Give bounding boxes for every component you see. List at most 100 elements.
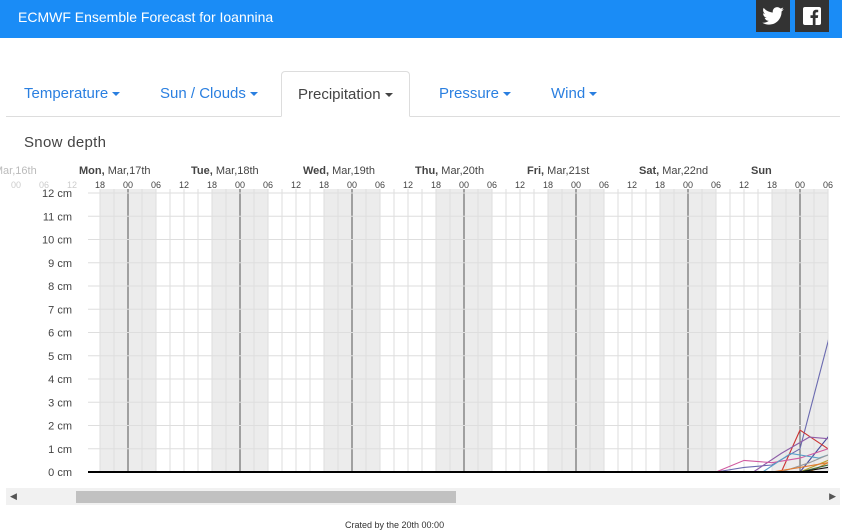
top-bar: ECMWF Ensemble Forecast for Ioannina [0, 0, 842, 38]
caret-down-icon [503, 92, 512, 97]
tab-wind[interactable]: Wind [551, 71, 598, 117]
day-label: Thu, Mar,20th [415, 165, 484, 177]
hour-label: 18 [431, 180, 441, 190]
day-of-week: Mon, [79, 165, 108, 177]
hour-label: 06 [39, 180, 49, 190]
series-line [771, 462, 828, 473]
hour-label: 00 [347, 180, 357, 190]
y-tick-label: 12 cm [42, 188, 72, 200]
y-tick-label: 10 cm [42, 235, 72, 247]
hour-label: 00 [123, 180, 133, 190]
hour-label: 18 [319, 180, 329, 190]
day-date: Mar,21st [547, 165, 589, 177]
series-line [780, 429, 828, 473]
day-date: Mar,19th [332, 165, 375, 177]
day-label: Sun [751, 165, 772, 177]
hour-label: 12 [627, 180, 637, 190]
horizontal-scrollbar[interactable]: ◀ ▶ [6, 488, 840, 505]
chart-title: Snow depth [24, 134, 107, 151]
caret-down-icon [589, 92, 598, 97]
twitter-button[interactable] [756, 0, 790, 32]
day-date: Mar,18th [216, 165, 259, 177]
hour-label: 18 [543, 180, 553, 190]
y-tick-label: 8 cm [48, 281, 72, 293]
day-label: Sun, Mar,16th [0, 165, 37, 177]
y-tick-label: 11 cm [43, 211, 72, 223]
hour-label: 00 [235, 180, 245, 190]
series-line [762, 452, 828, 473]
day-of-week: Thu, [415, 165, 441, 177]
day-date: Mar,22nd [662, 165, 708, 177]
day-of-week: Fri, [527, 165, 547, 177]
hour-label: 18 [207, 180, 217, 190]
hour-label: 00 [11, 180, 21, 190]
y-tick-label: 3 cm [48, 397, 72, 409]
day-label: Mon, Mar,17th [79, 165, 151, 177]
y-tick-label: 1 cm [48, 444, 72, 456]
tab-label: Sun / Clouds [160, 85, 246, 102]
day-label: Wed, Mar,19th [303, 165, 375, 177]
hour-label: 18 [655, 180, 665, 190]
y-tick-label: 6 cm [48, 328, 72, 340]
series-line [781, 454, 828, 473]
tab-pressure[interactable]: Pressure [439, 71, 512, 117]
hour-label: 00 [795, 180, 805, 190]
hour-label: 12 [739, 180, 749, 190]
hour-label: 18 [767, 180, 777, 190]
tab-label: Temperature [24, 85, 109, 102]
day-of-week: Sat, [639, 165, 662, 177]
hour-label: 12 [403, 180, 413, 190]
scroll-left-icon[interactable]: ◀ [10, 491, 17, 501]
hour-label: 06 [599, 180, 609, 190]
page-title: ECMWF Ensemble Forecast for Ioannina [18, 9, 274, 25]
hour-label: 06 [711, 180, 721, 190]
facebook-icon [803, 7, 821, 25]
hour-label: 06 [375, 180, 385, 190]
hour-label: 12 [67, 180, 77, 190]
caret-down-icon [384, 93, 393, 98]
tab-precipitation[interactable]: Precipitation [281, 71, 410, 117]
y-tick-label: 9 cm [48, 258, 72, 270]
day-date: Mar,17th [108, 165, 151, 177]
footer-text: Crated by the 20th 00:00 [345, 520, 445, 530]
hour-label: 00 [571, 180, 581, 190]
hour-label: 06 [263, 180, 273, 190]
tab-sun-clouds[interactable]: Sun / Clouds [160, 71, 258, 117]
y-tick-label: 2 cm [48, 421, 72, 433]
hour-label: 06 [151, 180, 161, 190]
caret-down-icon [249, 92, 258, 97]
hour-label: 00 [683, 180, 693, 190]
hour-label: 06 [823, 180, 833, 190]
facebook-button[interactable] [795, 0, 829, 32]
twitter-icon [762, 7, 784, 25]
day-of-week: Sun [751, 165, 772, 177]
tab-label: Wind [551, 85, 586, 102]
tab-bar: Temperature Sun / Clouds Precipitation P… [6, 71, 840, 117]
day-label: Sat, Mar,22nd [639, 165, 708, 177]
hour-label: 18 [95, 180, 105, 190]
scroll-right-icon[interactable]: ▶ [829, 491, 836, 501]
day-label: Fri, Mar,21st [527, 165, 589, 177]
tab-temperature[interactable]: Temperature [24, 71, 121, 117]
hour-label: 12 [291, 180, 301, 190]
tab-label: Precipitation [298, 86, 381, 103]
series-line [715, 448, 828, 473]
tab-label: Pressure [439, 85, 500, 102]
hour-label: 06 [487, 180, 497, 190]
day-label: Tue, Mar,18th [191, 165, 259, 177]
y-tick-label: 4 cm [48, 374, 72, 386]
y-tick-label: 0 cm [48, 467, 72, 479]
caret-down-icon [112, 92, 121, 97]
series-line [715, 339, 828, 473]
hour-label: 12 [179, 180, 189, 190]
scrollbar-thumb[interactable] [76, 491, 456, 503]
y-tick-label: 5 cm [48, 351, 72, 363]
snow-depth-chart: 0 cm 1 cm 2 cm 3 cm 4 cm 5 cm 6 cm 7 cm 8 cm 9 cm… [0, 165, 833, 479]
series-line [752, 436, 828, 473]
day-of-week: Wed, [303, 165, 332, 177]
day-date: Mar,20th [441, 165, 484, 177]
hour-label: 00 [459, 180, 469, 190]
day-date: Mar,16th [0, 165, 37, 177]
hour-label: 12 [515, 180, 525, 190]
day-of-week: Tue, [191, 165, 216, 177]
